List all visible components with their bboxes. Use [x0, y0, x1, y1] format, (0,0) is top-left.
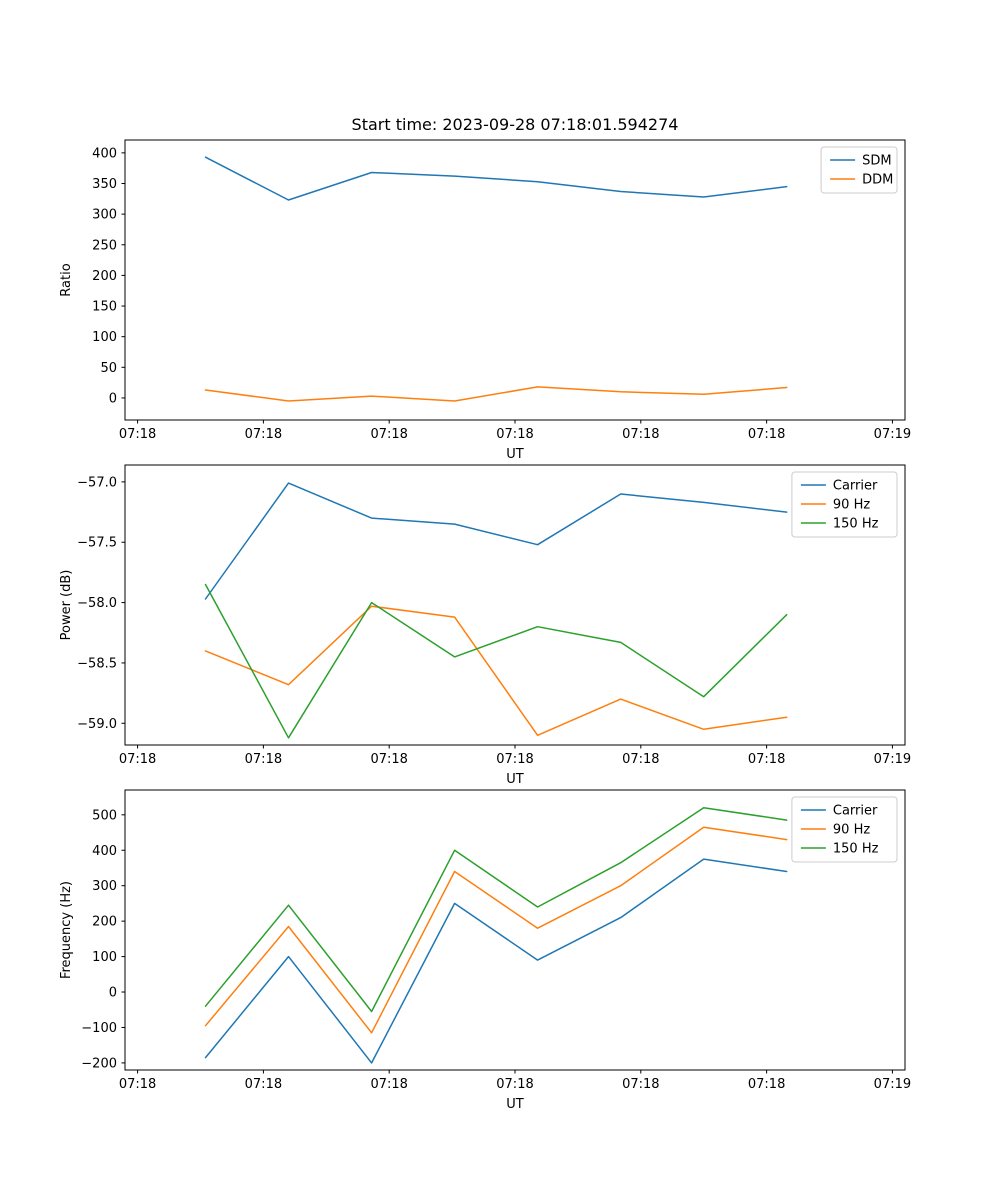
x-tick-label: 07:18 [119, 427, 156, 442]
y-tick-label: 150 [92, 300, 117, 315]
x-tick-label: 07:18 [496, 1077, 533, 1092]
subplot-0: 07:18 07:18 07:18 07:18 07:18 07:18 07:19 0 50 10… [59, 115, 911, 462]
y-tick-label: −58.0 [77, 596, 117, 611]
legend-label: 150 Hz [833, 517, 879, 532]
series-line-carrier [204, 482, 788, 600]
series-line-carrier [204, 858, 788, 1064]
legend-label: 90 Hz [833, 498, 870, 513]
legend-box [791, 796, 898, 863]
x-tick-label: 07:18 [496, 752, 533, 767]
legend: Carrier 90 Hz 150 Hz [791, 471, 898, 538]
y-tick-label: 0 [109, 391, 117, 406]
x-tick-label: 07:18 [622, 752, 659, 767]
x-tick-label: 07:18 [748, 1077, 785, 1092]
legend-box [791, 471, 898, 538]
y-tick-label: 0 [109, 986, 117, 1001]
legend-box [820, 146, 898, 194]
legend-label: SDM [862, 154, 891, 169]
plot-area [125, 140, 905, 420]
x-tick-label: 07:18 [370, 752, 407, 767]
y-tick-label: 350 [92, 177, 117, 192]
series-line-150-hz [204, 583, 788, 739]
y-tick-label: 400 [92, 844, 117, 859]
legend-label: 150 Hz [833, 842, 879, 857]
x-tick-label: 07:18 [748, 427, 785, 442]
y-tick-label: −100 [81, 1021, 117, 1036]
subplot-2: 07:18 07:18 07:18 07:18 07:18 07:18 07:19 −200 −… [59, 789, 911, 1112]
legend-label: Carrier [833, 804, 878, 819]
series-line-150-hz [204, 806, 788, 1013]
chart-title: Start time: 2023-09-28 07:18:01.594274 [352, 115, 679, 134]
x-axis-label: UT [506, 447, 524, 462]
x-tick-label: 07:18 [245, 427, 282, 442]
x-tick-label: 07:18 [622, 427, 659, 442]
y-tick-label: −57.0 [77, 475, 117, 490]
x-tick-label: 07:19 [874, 427, 911, 442]
x-tick-label: 07:18 [119, 1077, 156, 1092]
y-tick-label: −59.0 [77, 717, 117, 732]
y-tick-label: 100 [92, 330, 117, 345]
series-line-90-hz [204, 826, 788, 1034]
plot-area [125, 790, 905, 1070]
y-tick-label: 300 [92, 208, 117, 223]
y-tick-label: 100 [92, 950, 117, 965]
x-tick-label: 07:18 [245, 752, 282, 767]
y-tick-label: 50 [100, 361, 117, 376]
y-tick-label: 300 [92, 879, 117, 894]
x-axis-label: UT [506, 1097, 524, 1112]
x-axis-label: UT [506, 772, 524, 787]
x-tick-label: 07:18 [370, 427, 407, 442]
y-tick-label: 200 [92, 915, 117, 930]
y-axis-label: Ratio [59, 263, 74, 296]
legend-label: 90 Hz [833, 823, 870, 838]
y-axis-label: Frequency (Hz) [59, 881, 74, 979]
x-tick-label: 07:18 [748, 752, 785, 767]
legend-label: Carrier [833, 479, 878, 494]
x-tick-label: 07:18 [496, 427, 533, 442]
x-tick-label: 07:18 [370, 1077, 407, 1092]
x-tick-label: 07:18 [119, 752, 156, 767]
x-tick-label: 07:19 [874, 1077, 911, 1092]
x-tick-label: 07:19 [874, 752, 911, 767]
y-tick-label: 400 [92, 146, 117, 161]
series-line-90-hz [204, 605, 788, 737]
y-tick-label: 500 [92, 808, 117, 823]
subplot-1: 07:18 07:18 07:18 07:18 07:18 07:18 07:19 −59.0… [59, 464, 911, 787]
x-tick-label: 07:18 [245, 1077, 282, 1092]
y-tick-label: 250 [92, 238, 117, 253]
legend-label: DDM [862, 173, 893, 188]
y-tick-label: −200 [81, 1056, 117, 1071]
legend: Carrier 90 Hz 150 Hz [791, 796, 898, 863]
series-line-ddm [204, 386, 788, 402]
x-tick-label: 07:18 [622, 1077, 659, 1092]
legend: SDM DDM [820, 146, 898, 194]
y-axis-label: Power (dB) [59, 570, 74, 641]
y-tick-label: −58.5 [77, 656, 117, 671]
series-line-sdm [204, 156, 788, 201]
y-tick-label: 200 [92, 269, 117, 284]
y-tick-label: −57.5 [77, 536, 117, 551]
plot-area [125, 465, 905, 745]
